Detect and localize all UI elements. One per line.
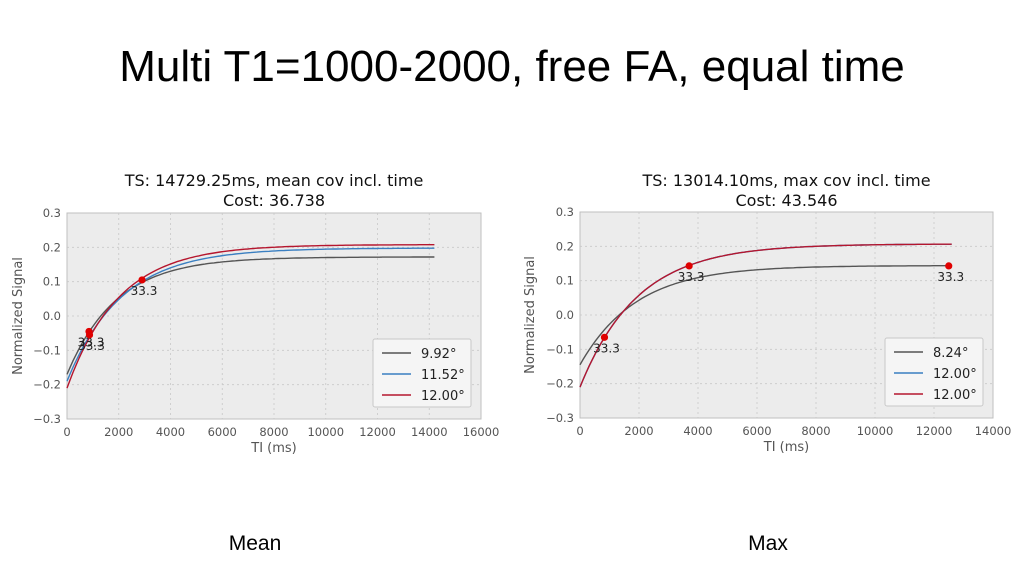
y-tick-label: 0.2 (43, 240, 61, 254)
x-tick-label: 14000 (411, 425, 448, 439)
series-line (579, 243, 952, 388)
data-marker (85, 331, 94, 339)
x-tick-label: 10000 (307, 425, 344, 439)
x-tick-label: 2000 (624, 424, 653, 438)
legend-box (884, 337, 984, 407)
chart-title: TS: 14729.25ms, mean cov incl. time (124, 171, 424, 190)
chart-mean-svg: TS: 14729.25ms, mean cov incl. timeCost:… (11, 171, 500, 456)
chart-max: TS: 13014.10ms, max cov incl. time Cost: … (512, 165, 1024, 465)
legend-label: 9.92° (421, 347, 456, 362)
chart-subtitle: Cost: 43.546 (735, 191, 837, 210)
data-label: 33.3 (593, 341, 620, 355)
y-tick-label: 0.3 (556, 205, 574, 219)
slide-title: Multi T1=1000-2000, free FA, equal time (119, 42, 905, 91)
x-tick-label: 12000 (359, 425, 396, 439)
legend-box (372, 338, 472, 408)
x-tick-label: 0 (576, 424, 583, 438)
y-tick-label: −0.2 (33, 378, 61, 392)
x-axis-label: TI (ms) (763, 440, 810, 455)
x-tick-label: 6000 (208, 425, 237, 439)
x-tick-label: 10000 (857, 424, 894, 438)
y-tick-label: 0.3 (43, 206, 61, 220)
legend-label: 12.00° (933, 388, 977, 403)
legend-label: 8.24° (933, 346, 968, 361)
series-line (66, 243, 435, 389)
x-tick-label: 0 (63, 425, 70, 439)
x-tick-label: 6000 (742, 424, 771, 438)
x-tick-label: 16000 (463, 425, 500, 439)
series-line (579, 264, 952, 366)
caption-max: Max (748, 532, 788, 555)
series-line (66, 247, 435, 382)
caption-mean: Mean (228, 532, 282, 555)
y-tick-label: −0.3 (33, 412, 61, 426)
data-label: 33.3 (131, 284, 158, 298)
x-tick-label: 2000 (104, 425, 133, 439)
chart-title: TS: 13014.10ms, max cov incl. time (641, 171, 930, 190)
data-label: 33.3 (937, 270, 964, 284)
legend-label: 12.00° (933, 367, 977, 382)
chart-max-svg: TS: 13014.10ms, max cov incl. timeCost: … (523, 171, 1012, 455)
data-label: 33.3 (78, 339, 105, 353)
x-tick-label: 4000 (683, 424, 712, 438)
y-axis-label: Normalized Signal (11, 257, 26, 375)
x-tick-label: 8000 (801, 424, 830, 438)
data-marker (600, 333, 609, 341)
legend-label: 11.52° (421, 368, 465, 383)
y-tick-label: −0.2 (546, 377, 574, 391)
y-tick-label: 0.0 (43, 309, 61, 323)
y-tick-label: 0.2 (556, 239, 574, 253)
y-tick-label: 0.1 (43, 275, 61, 289)
data-marker (138, 276, 146, 284)
y-tick-label: −0.1 (546, 342, 574, 356)
x-tick-label: 8000 (259, 425, 288, 439)
y-axis-label: Normalized Signal (523, 256, 538, 374)
y-tick-label: 0.1 (556, 274, 574, 288)
data-label: 33.3 (78, 335, 105, 349)
y-tick-label: 0.0 (556, 308, 574, 322)
legend-label: 12.00° (421, 389, 465, 404)
x-tick-label: 4000 (156, 425, 185, 439)
x-axis-label: TI (ms) (250, 441, 297, 456)
y-tick-label: −0.1 (33, 343, 61, 357)
chart-subtitle: Cost: 36.738 (223, 191, 325, 210)
data-marker (685, 262, 693, 270)
chart-mean: TS: 14729.25ms, mean cov incl. time Cost:… (0, 165, 512, 465)
x-tick-label: 12000 (916, 424, 953, 438)
y-tick-label: −0.3 (546, 411, 574, 425)
data-marker (945, 262, 953, 270)
data-label: 33.3 (678, 270, 705, 284)
x-tick-label: 14000 (975, 424, 1012, 438)
